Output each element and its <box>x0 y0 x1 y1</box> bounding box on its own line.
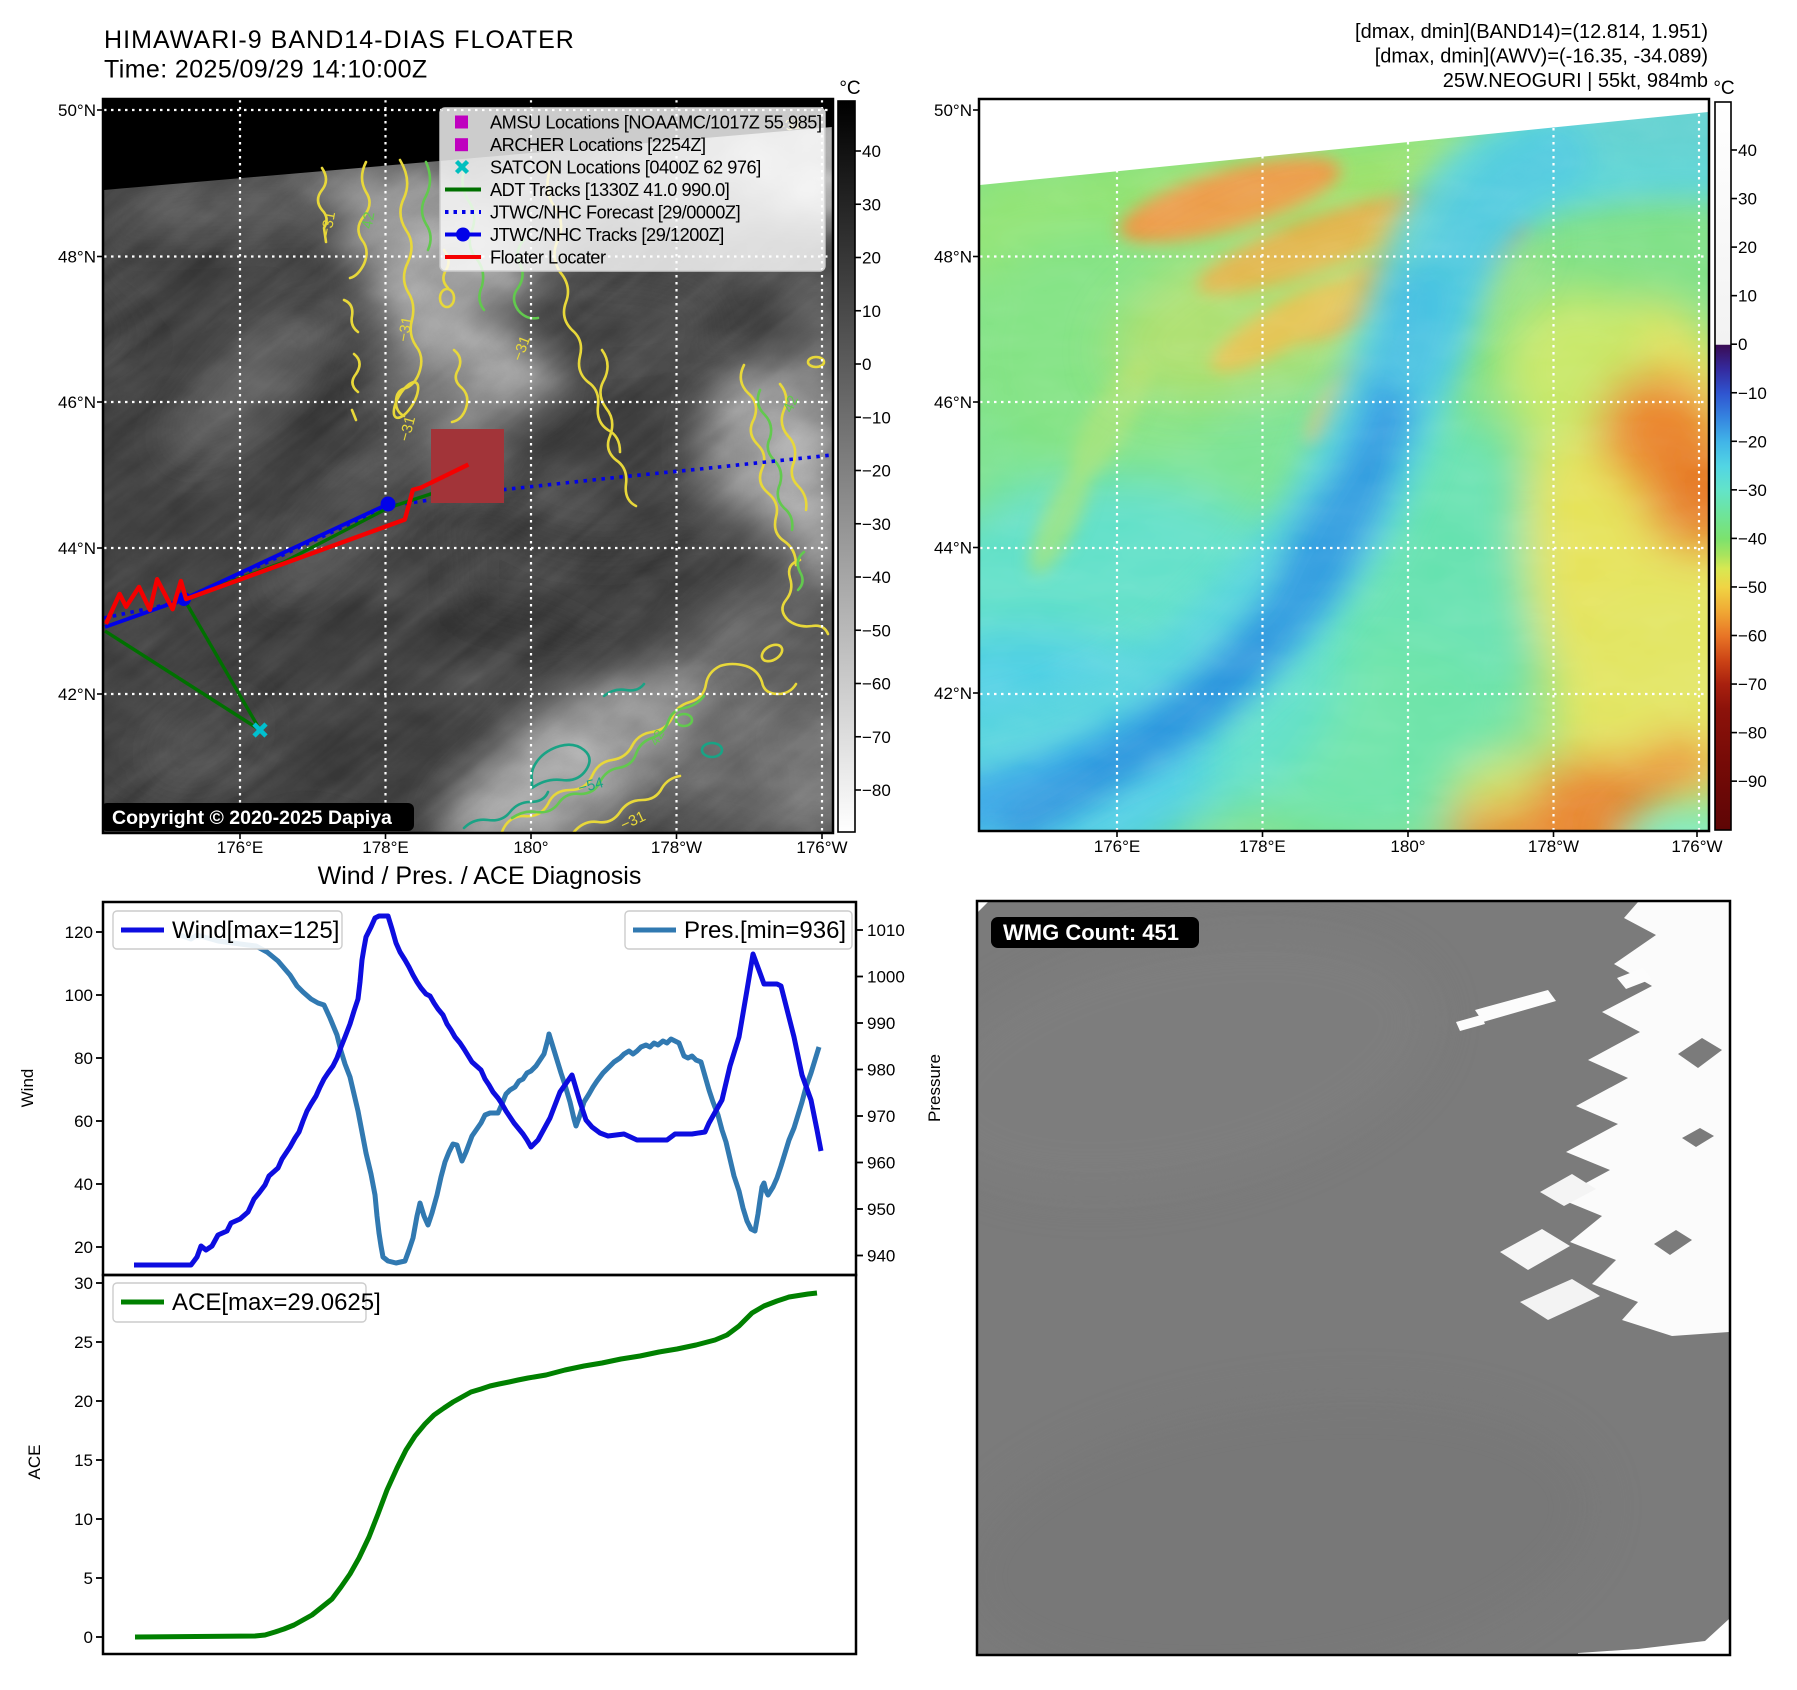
svg-text:−30: −30 <box>1738 481 1767 500</box>
svg-text:180°: 180° <box>1390 837 1425 856</box>
svg-text:40: 40 <box>74 1175 93 1194</box>
svg-text:1010: 1010 <box>867 921 905 940</box>
svg-text:42°N: 42°N <box>934 684 972 703</box>
svg-text:Floater Locater: Floater Locater <box>490 248 606 268</box>
svg-text:178°W: 178°W <box>1528 837 1579 856</box>
svg-text:[dmax, dmin](BAND14)=(12.814,: [dmax, dmin](BAND14)=(12.814, 1.951) <box>1355 21 1708 43</box>
svg-text:−20: −20 <box>1738 432 1767 451</box>
svg-text:48°N: 48°N <box>934 248 972 267</box>
svg-text:ACE: ACE <box>25 1445 44 1480</box>
svg-text:−60: −60 <box>862 675 891 694</box>
svg-text:30: 30 <box>74 1274 93 1293</box>
svg-text:960: 960 <box>867 1154 895 1173</box>
svg-text:50°N: 50°N <box>934 101 972 120</box>
svg-text:40: 40 <box>862 142 881 161</box>
svg-text:42: 42 <box>780 393 802 415</box>
svg-text:WMG Count: 451: WMG Count: 451 <box>1003 920 1179 945</box>
svg-text:0: 0 <box>84 1628 93 1647</box>
svg-text:180°: 180° <box>513 838 548 857</box>
svg-text:Time: 2025/09/29 14:10:00Z: Time: 2025/09/29 14:10:00Z <box>104 56 428 84</box>
svg-text:100: 100 <box>65 986 93 1005</box>
svg-text:990: 990 <box>867 1014 895 1033</box>
svg-text:Pres.[min=936]: Pres.[min=936] <box>684 917 846 944</box>
svg-text:178°E: 178°E <box>1239 837 1286 856</box>
svg-text:30: 30 <box>862 195 881 214</box>
svg-text:178°E: 178°E <box>362 838 409 857</box>
svg-text:20: 20 <box>1738 238 1757 257</box>
svg-text:SATCON Locations [0400Z 62 976: SATCON Locations [0400Z 62 976] <box>490 158 761 178</box>
svg-text:−80: −80 <box>862 781 891 800</box>
svg-text:Wind / Pres. / ACE Diagnosis: Wind / Pres. / ACE Diagnosis <box>318 862 642 890</box>
svg-text:46°N: 46°N <box>934 393 972 412</box>
svg-text:ACE[max=29.0625]: ACE[max=29.0625] <box>172 1289 381 1316</box>
svg-text:Pressure: Pressure <box>925 1054 944 1122</box>
svg-text:−50: −50 <box>1738 578 1767 597</box>
svg-text:20: 20 <box>74 1238 93 1257</box>
svg-text:10: 10 <box>74 1510 93 1529</box>
svg-text:0: 0 <box>862 355 871 374</box>
svg-text:25: 25 <box>74 1333 93 1352</box>
svg-text:42: 42 <box>359 211 379 230</box>
svg-text:44°N: 44°N <box>58 539 96 558</box>
svg-text:176°W: 176°W <box>796 838 847 857</box>
svg-text:48°N: 48°N <box>58 248 96 267</box>
svg-text:°C: °C <box>839 78 860 99</box>
svg-text:940: 940 <box>867 1247 895 1266</box>
svg-text:−20: −20 <box>862 462 891 481</box>
svg-text:−10: −10 <box>862 408 891 427</box>
svg-text:44°N: 44°N <box>934 539 972 558</box>
svg-text:0: 0 <box>1738 335 1747 354</box>
svg-text:−31: −31 <box>396 414 419 443</box>
svg-text:178°W: 178°W <box>651 838 702 857</box>
svg-text:30: 30 <box>1738 190 1757 209</box>
svg-text:5: 5 <box>84 1569 93 1588</box>
svg-text:950: 950 <box>867 1200 895 1219</box>
svg-text:20: 20 <box>862 249 881 268</box>
svg-text:120: 120 <box>65 923 93 942</box>
svg-text:JTWC/NHC Forecast [29/0000Z]: JTWC/NHC Forecast [29/0000Z] <box>490 203 740 223</box>
svg-text:−10: −10 <box>1738 384 1767 403</box>
svg-text:−31: −31 <box>395 315 416 343</box>
svg-text:ARCHER Locations [2254Z]: ARCHER Locations [2254Z] <box>490 135 706 155</box>
svg-text:ADT Tracks [1330Z 41.0 990.0]: ADT Tracks [1330Z 41.0 990.0] <box>490 180 729 200</box>
svg-text:10: 10 <box>1738 287 1757 306</box>
svg-text:[dmax, dmin](AWV)=(-16.35, -34: [dmax, dmin](AWV)=(-16.35, -34.089) <box>1375 46 1708 68</box>
svg-text:46°N: 46°N <box>58 393 96 412</box>
svg-text:40: 40 <box>1738 141 1757 160</box>
svg-text:−70: −70 <box>1738 675 1767 694</box>
svg-text:−60: −60 <box>1738 627 1767 646</box>
svg-text:HIMAWARI-9 BAND14-DIAS FLOATER: HIMAWARI-9 BAND14-DIAS FLOATER <box>104 26 575 54</box>
svg-text:25W.NEOGURI | 55kt, 984mb: 25W.NEOGURI | 55kt, 984mb <box>1443 70 1708 92</box>
svg-text:176°W: 176°W <box>1671 837 1722 856</box>
svg-text:AMSU Locations [NOAAMC/1017Z 5: AMSU Locations [NOAAMC/1017Z 55 985] <box>490 113 822 133</box>
svg-text:50°N: 50°N <box>58 101 96 120</box>
svg-text:−90: −90 <box>1738 772 1767 791</box>
svg-text:176°E: 176°E <box>1094 837 1141 856</box>
svg-text:−70: −70 <box>862 728 891 747</box>
svg-text:°C: °C <box>1713 78 1734 99</box>
svg-text:15: 15 <box>74 1451 93 1470</box>
svg-text:42: 42 <box>646 727 668 749</box>
svg-text:176°E: 176°E <box>217 838 264 857</box>
svg-text:970: 970 <box>867 1107 895 1126</box>
svg-text:−54: −54 <box>576 774 605 797</box>
svg-text:42°N: 42°N <box>58 685 96 704</box>
svg-text:60: 60 <box>74 1112 93 1131</box>
svg-text:−40: −40 <box>1738 529 1767 548</box>
svg-text:20: 20 <box>74 1392 93 1411</box>
svg-text:−40: −40 <box>862 568 891 587</box>
svg-text:JTWC/NHC Tracks [29/1200Z]: JTWC/NHC Tracks [29/1200Z] <box>490 225 724 245</box>
svg-text:1000: 1000 <box>867 968 905 987</box>
svg-text:980: 980 <box>867 1061 895 1080</box>
svg-text:Copyright © 2020-2025 Dapiya: Copyright © 2020-2025 Dapiya <box>112 807 392 829</box>
svg-text:−30: −30 <box>862 515 891 534</box>
svg-text:10: 10 <box>862 302 881 321</box>
svg-text:Wind[max=125]: Wind[max=125] <box>172 917 339 944</box>
svg-text:−80: −80 <box>1738 724 1767 743</box>
svg-text:−31: −31 <box>318 210 339 238</box>
svg-text:Wind: Wind <box>18 1069 37 1108</box>
svg-text:−50: −50 <box>862 621 891 640</box>
svg-text:80: 80 <box>74 1049 93 1068</box>
